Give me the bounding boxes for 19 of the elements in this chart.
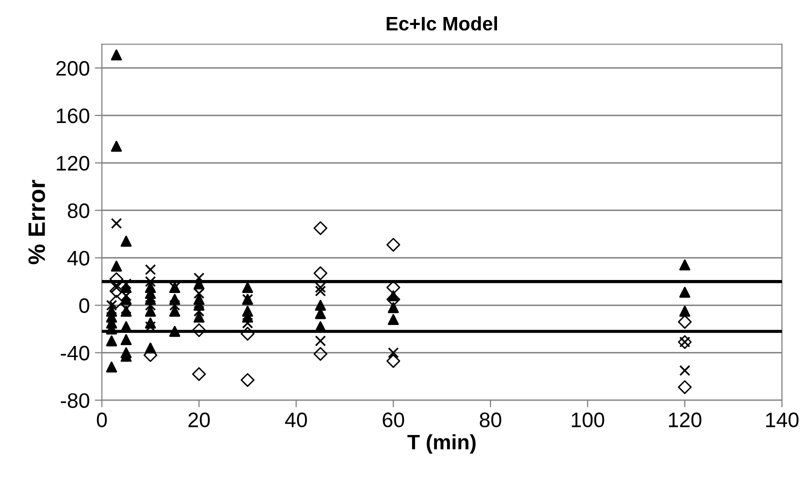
y-tick-label: -80 [60, 393, 90, 408]
y-tick-label: 120 [56, 156, 90, 171]
x-tick-label: 60 [382, 412, 404, 428]
x-tick-label: 140 [766, 412, 799, 428]
chart-title: Ec+Ic Model [386, 16, 497, 31]
y-axis-title: % Error [28, 180, 46, 264]
x-tick-label: 120 [669, 412, 702, 428]
y-tick-label: -40 [60, 346, 90, 360]
y-tick-label: 40 [67, 250, 90, 266]
x-axis-title: T (min) [407, 434, 476, 454]
x-tick-label: 100 [572, 412, 604, 428]
x-tick-label: 40 [285, 412, 307, 428]
x-tick-label: 80 [480, 412, 502, 428]
y-tick-label: 200 [56, 60, 90, 76]
x-tick-label: 0 [96, 412, 107, 428]
x-tick-label: 20 [188, 412, 210, 428]
y-tick-label: 160 [56, 108, 90, 124]
y-tick-label: 80 [68, 203, 90, 218]
y-tick-label: 0 [79, 298, 90, 314]
